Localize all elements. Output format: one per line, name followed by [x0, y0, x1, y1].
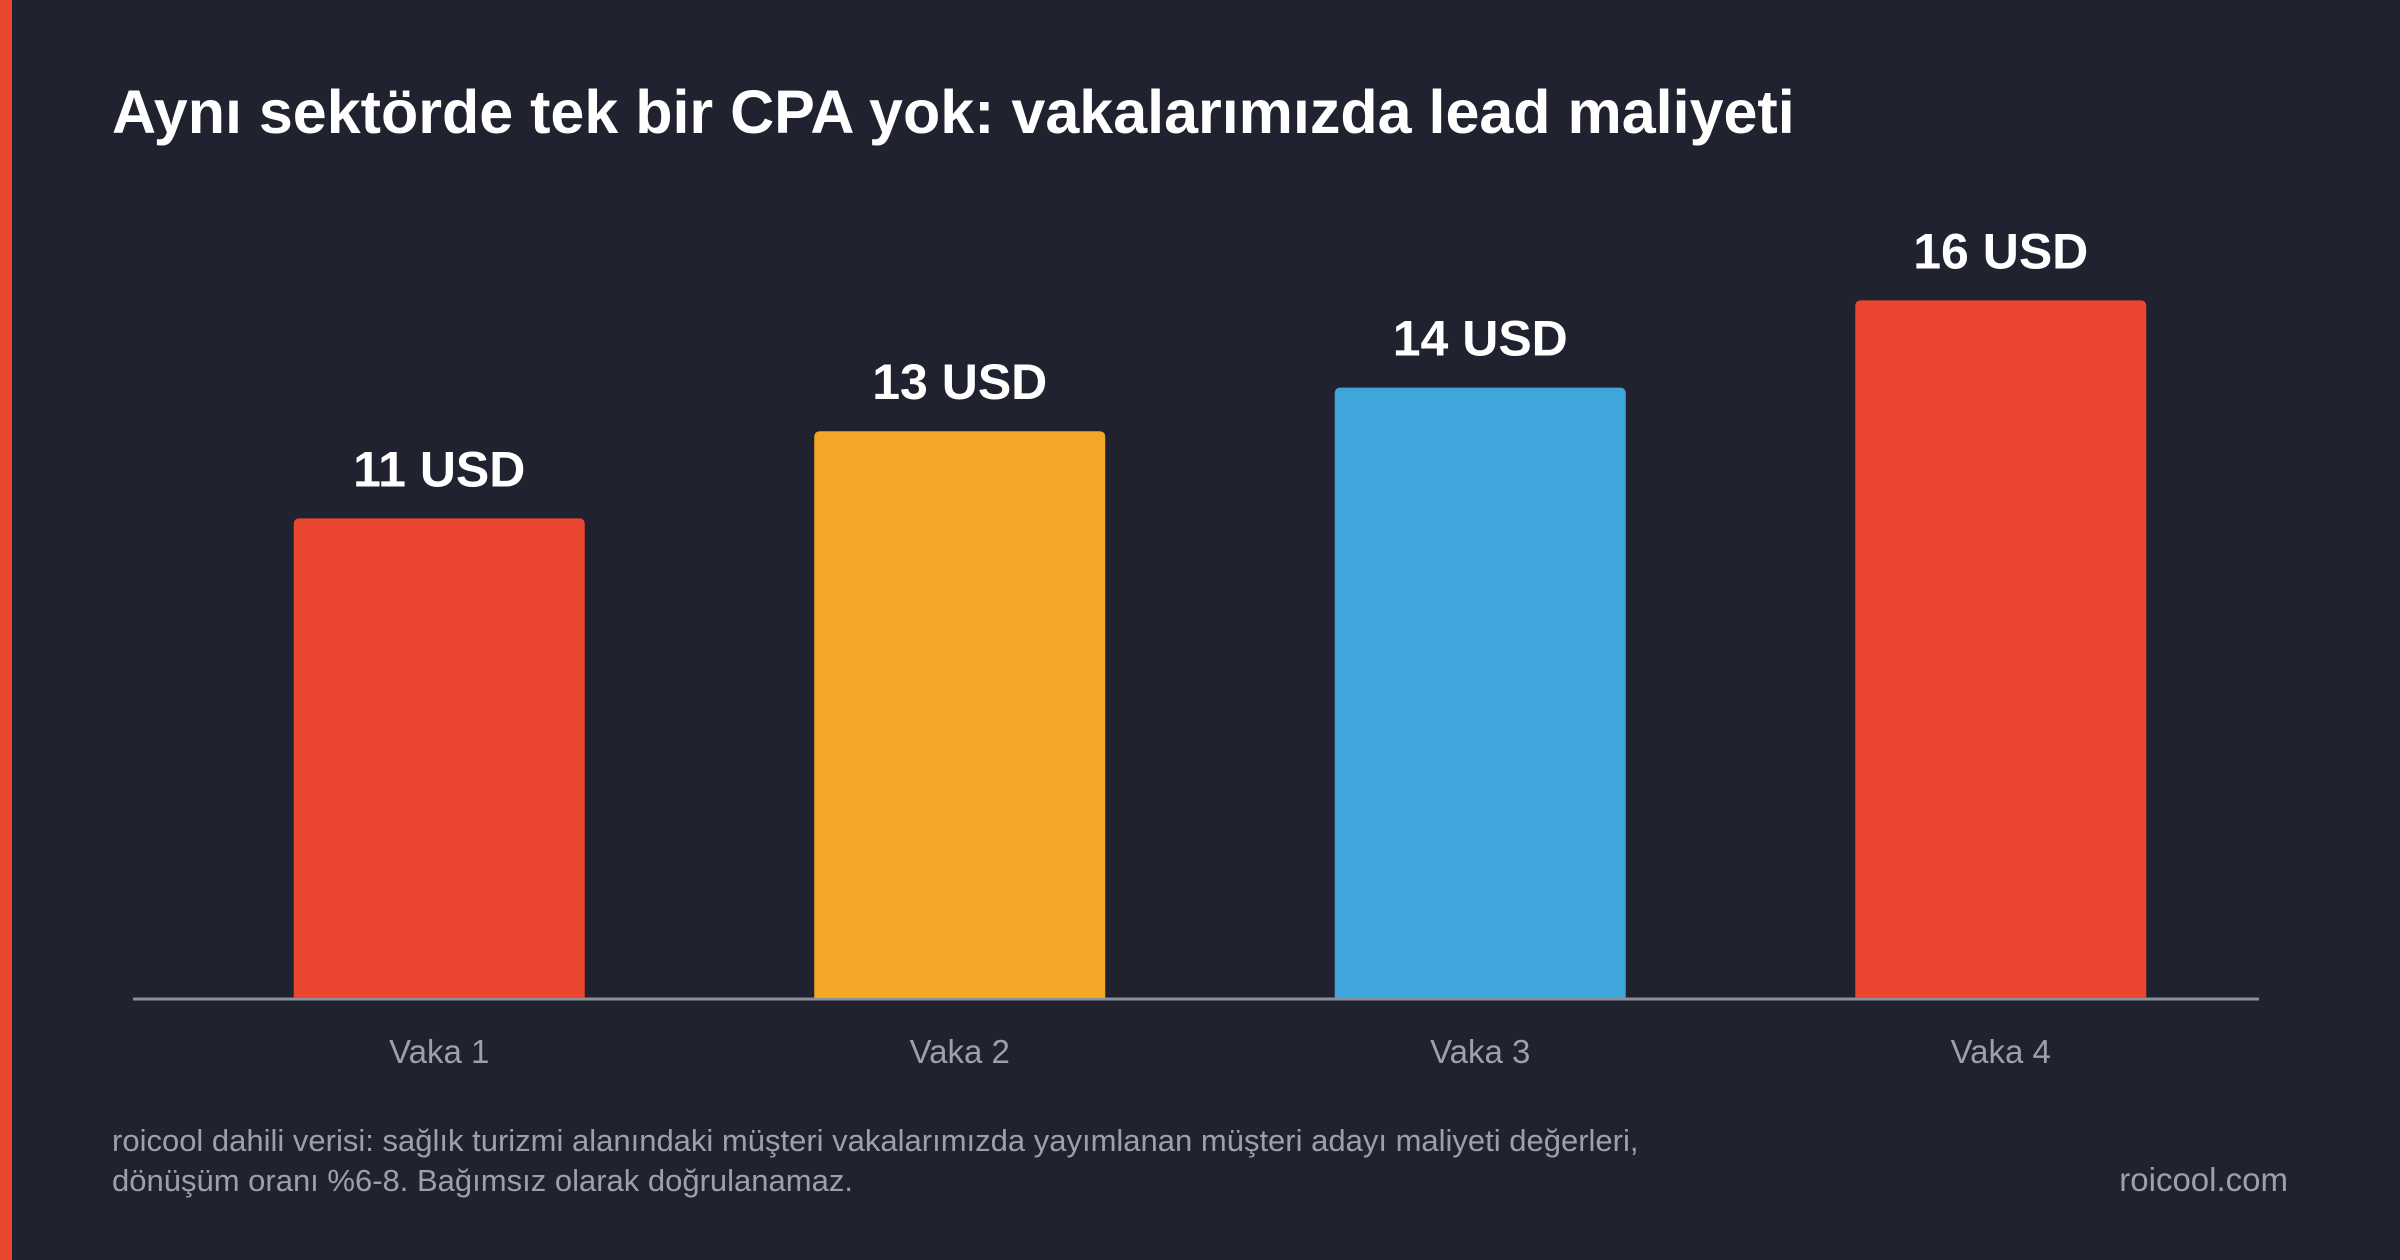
bar: [293, 518, 585, 998]
bar: [814, 431, 1106, 998]
x-tick-label: Vaka 4: [1951, 1033, 2051, 1070]
x-tick-label: Vaka 3: [1430, 1033, 1530, 1070]
footnote: dönüşüm oranı %6-8. Bağımsız olarak doğr…: [112, 1163, 853, 1198]
source: roicool.com: [2119, 1161, 2288, 1198]
bar: [1334, 387, 1626, 999]
value-label: 16 USD: [1913, 223, 2088, 279]
accent-stripe: [0, 0, 12, 1260]
bar: [1855, 300, 2147, 998]
x-tick-label: Vaka 2: [910, 1033, 1010, 1070]
chart-title: Aynı sektörde tek bir CPA yok: vakalarım…: [112, 78, 1795, 146]
value-label: 11 USD: [353, 441, 525, 497]
value-label: 14 USD: [1393, 311, 1568, 367]
value-label: 13 USD: [872, 354, 1047, 410]
x-tick-label: Vaka 1: [389, 1033, 489, 1070]
footnote: roicool dahili verisi: sağlık turizmi al…: [112, 1123, 1639, 1158]
